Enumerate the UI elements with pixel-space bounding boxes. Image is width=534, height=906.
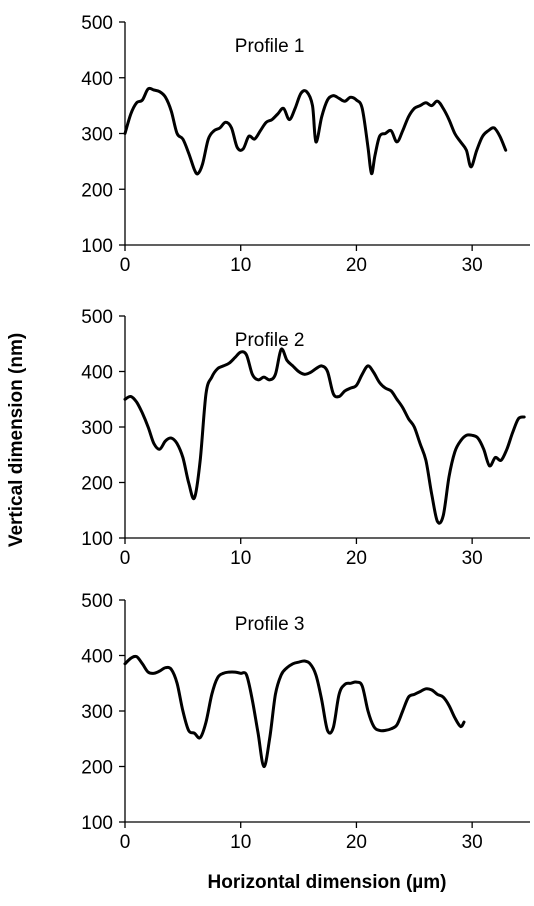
panel-1-y-tick-label: 200 xyxy=(81,180,113,201)
panel-1-y-tick-label: 400 xyxy=(81,69,113,90)
panel-2-y-tick-label: 200 xyxy=(81,474,113,495)
panel-2-x-tick-label: 20 xyxy=(346,548,367,569)
panel-3-profile-line xyxy=(123,654,466,769)
x-axis-title: Horizontal dimension (µm) xyxy=(208,872,447,893)
panel-1-profile-line xyxy=(123,86,508,176)
panel-2-profile-line xyxy=(123,347,526,525)
panel-3-y-tick-label: 100 xyxy=(81,813,113,834)
panel-3-x-tick-label: 20 xyxy=(346,832,367,853)
panel-1-y-tick-label: 300 xyxy=(81,125,113,146)
panel-1-y-tick-label: 100 xyxy=(81,236,113,257)
panel-1: Profile 1 100 200 300 400 500 0 10 20 30 xyxy=(81,13,530,276)
panel-2-y-tick-label: 300 xyxy=(81,418,113,439)
panel-1-x-tick-label: 0 xyxy=(120,255,131,276)
panel-3-y-tick-label: 500 xyxy=(81,591,113,612)
panel-3-y-tick-label: 400 xyxy=(81,647,113,668)
panel-2-x-tick-label: 10 xyxy=(230,548,251,569)
panel-2-y-tick-label: 500 xyxy=(81,307,113,328)
panel-3-x-tick-label: 10 xyxy=(230,832,251,853)
panel-3-y-tick-label: 200 xyxy=(81,758,113,779)
panel-2-y-tick-label: 100 xyxy=(81,529,113,550)
panel-2-x-tick-label: 30 xyxy=(462,548,483,569)
panel-1-x-tick-label: 10 xyxy=(230,255,251,276)
panel-1-title: Profile 1 xyxy=(235,36,305,57)
panel-2-title: Profile 2 xyxy=(235,330,305,351)
panel-3-x-tick-label: 0 xyxy=(120,832,131,853)
panel-3-y-tick-label: 300 xyxy=(81,702,113,723)
panel-2-x-tick-label: 0 xyxy=(120,548,131,569)
panel-1-x-tick-label: 20 xyxy=(346,255,367,276)
panel-1-x-tick-label: 30 xyxy=(462,255,483,276)
panel-3-x-tick-label: 30 xyxy=(462,832,483,853)
panel-1-y-tick-label: 500 xyxy=(81,13,113,34)
y-axis-title: Vertical dimension (nm) xyxy=(6,333,27,547)
panel-2: Profile 2 100 200 300 400 500 0 10 20 30 xyxy=(81,307,530,569)
panel-3-title: Profile 3 xyxy=(235,614,305,635)
panel-2-y-tick-label: 400 xyxy=(81,363,113,384)
panel-3: Profile 3 100 200 300 400 500 0 10 20 30 xyxy=(81,591,530,853)
